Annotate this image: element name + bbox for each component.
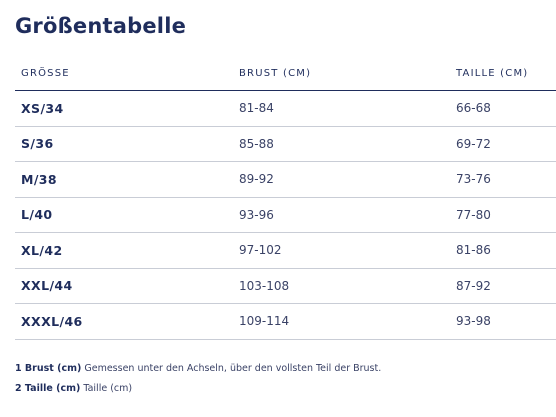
footnote-taille: 2 Taille (cm) Taille (cm) bbox=[15, 379, 381, 399]
taille-value: 87-92 bbox=[450, 268, 556, 304]
size-value: L/40 bbox=[15, 197, 233, 233]
header-brust: BRUST (CM) bbox=[233, 57, 450, 91]
header-taille: TAILLE (CM) bbox=[450, 57, 556, 91]
taille-value: 93-98 bbox=[450, 303, 556, 340]
taille-value: 69-72 bbox=[450, 126, 556, 162]
table-row: XXXL/46 109-114 93-98 bbox=[15, 303, 556, 340]
brust-value: 89-92 bbox=[233, 161, 450, 198]
brust-value: 97-102 bbox=[233, 232, 450, 269]
table-header-row: GRÖSSE BRUST (CM) TAILLE (CM) bbox=[15, 57, 556, 91]
table-row: L/40 93-96 77-80 bbox=[15, 197, 556, 233]
table-row: XXL/44 103-108 87-92 bbox=[15, 268, 556, 304]
footnote-text: Taille (cm) bbox=[83, 383, 133, 394]
footnote-key: 2 Taille (cm) bbox=[15, 383, 81, 394]
taille-value: 81-86 bbox=[450, 232, 556, 269]
table-row: XS/34 81-84 66-68 bbox=[15, 90, 556, 127]
brust-value: 103-108 bbox=[233, 268, 450, 304]
size-value: XS/34 bbox=[15, 90, 233, 127]
size-value: XXL/44 bbox=[15, 268, 233, 304]
page-title: Größentabelle bbox=[15, 14, 187, 38]
brust-value: 85-88 bbox=[233, 126, 450, 162]
footnotes: 1 Brust (cm) Gemessen unter den Achseln,… bbox=[15, 359, 381, 399]
footnote-key: 1 Brust (cm) bbox=[15, 363, 82, 374]
header-size: GRÖSSE bbox=[15, 57, 233, 91]
size-value: M/38 bbox=[15, 161, 233, 198]
taille-value: 73-76 bbox=[450, 161, 556, 198]
size-chart-table: GRÖSSE BRUST (CM) TAILLE (CM) XS/34 81-8… bbox=[15, 57, 556, 340]
brust-value: 109-114 bbox=[233, 303, 450, 340]
footnote-brust: 1 Brust (cm) Gemessen unter den Achseln,… bbox=[15, 359, 381, 379]
brust-value: 81-84 bbox=[233, 90, 450, 127]
table-row: M/38 89-92 73-76 bbox=[15, 161, 556, 198]
table-row: XL/42 97-102 81-86 bbox=[15, 232, 556, 269]
size-value: XL/42 bbox=[15, 232, 233, 269]
size-value: XXXL/46 bbox=[15, 303, 233, 340]
footnote-text: Gemessen unter den Achseln, über den vol… bbox=[84, 363, 382, 374]
taille-value: 77-80 bbox=[450, 197, 556, 233]
size-value: S/36 bbox=[15, 126, 233, 162]
taille-value: 66-68 bbox=[450, 90, 556, 127]
table-row: S/36 85-88 69-72 bbox=[15, 126, 556, 162]
brust-value: 93-96 bbox=[233, 197, 450, 233]
